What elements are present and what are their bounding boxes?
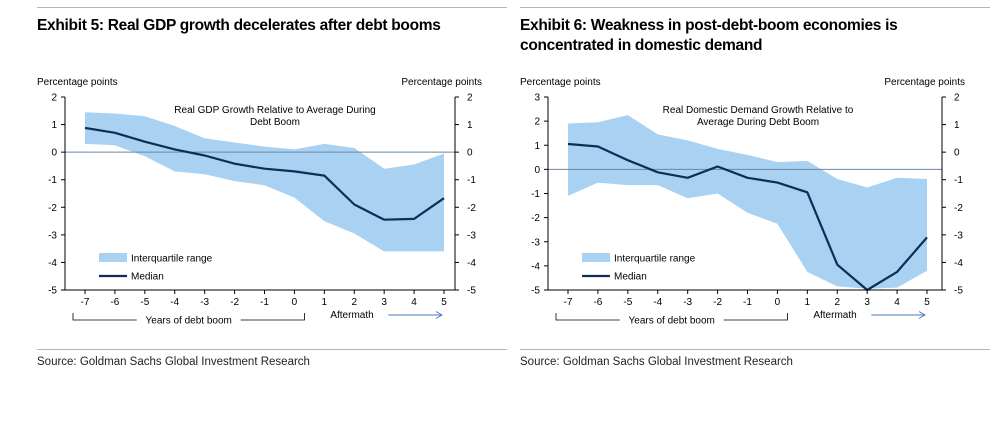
left-tick-label: -3	[531, 237, 540, 248]
left-tick-label: -3	[48, 230, 57, 241]
left-tick-label: -4	[48, 258, 57, 269]
top-rule	[37, 7, 507, 8]
exhibit-title: Exhibit 5: Real GDP growth decelerates a…	[37, 17, 441, 34]
interquartile-band	[85, 112, 444, 252]
right-tick-label: -1	[467, 175, 476, 186]
right-tick-label: -3	[467, 230, 476, 241]
legend-band-label: Interquartile range	[131, 254, 213, 265]
x-tick-label: -5	[140, 297, 149, 308]
left-tick-label: -4	[531, 261, 540, 272]
x-tick-label: -4	[653, 297, 662, 308]
x-tick-label: 2	[834, 297, 840, 308]
interquartile-band	[568, 115, 927, 289]
legend-band-label: Interquartile range	[614, 254, 696, 265]
legend-band-swatch	[99, 253, 127, 262]
x-tick-label: 5	[441, 297, 447, 308]
x-tick-label: 4	[411, 297, 417, 308]
right-tick-label: -5	[467, 286, 476, 297]
aftermath-label: Aftermath	[813, 310, 856, 321]
right-tick-label: -2	[954, 203, 963, 214]
median-line	[84, 126, 445, 221]
x-tick-label: -5	[623, 297, 632, 308]
boom-group-label: Years of debt boom	[146, 316, 232, 327]
left-tick-label: 2	[534, 117, 540, 128]
x-tick-label: 0	[775, 297, 781, 308]
left-tick-label: -1	[48, 175, 57, 186]
x-tick-label: -1	[743, 297, 752, 308]
right-tick-label: -2	[467, 203, 476, 214]
legend-band-swatch	[582, 253, 610, 262]
x-tick-label: -6	[110, 297, 119, 308]
x-tick-label: 4	[894, 297, 900, 308]
chart-title-line: Real Domestic Demand Growth Relative to	[663, 105, 854, 116]
x-tick-label: -1	[260, 297, 269, 308]
left-tick-label: 3	[534, 93, 540, 104]
left-tick-label: 0	[534, 165, 540, 176]
right-axis-title: Percentage points	[401, 77, 482, 88]
x-tick-label: -3	[200, 297, 209, 308]
exhibit-5-panel: Exhibit 5: Real GDP growth decelerates a…	[37, 0, 507, 425]
bottom-rule	[520, 349, 990, 350]
aftermath-arrowhead	[918, 311, 926, 319]
right-tick-label: -4	[467, 258, 476, 269]
gdp-growth-chart: Percentage points Percentage points 2 1 0 -1 -…	[37, 77, 482, 327]
chart-title-line: Average During Debt Boom	[697, 117, 819, 128]
left-tick-label: -1	[531, 189, 540, 200]
domestic-demand-chart: Percentage points Percentage points 3 2 1 0 -1…	[520, 77, 965, 327]
right-tick-label: 1	[467, 120, 473, 131]
left-tick-label: -5	[48, 286, 57, 297]
x-tick-label: -2	[713, 297, 722, 308]
left-tick-label: -5	[531, 286, 540, 297]
x-tick-label: -7	[81, 297, 90, 308]
boom-bracket-left	[555, 313, 620, 321]
boom-bracket-left	[72, 313, 137, 321]
boom-group-label: Years of debt boom	[629, 316, 715, 327]
aftermath-label: Aftermath	[330, 310, 373, 321]
x-tick-label: -2	[230, 297, 239, 308]
x-tick-label: -6	[593, 297, 602, 308]
right-tick-label: -4	[954, 258, 963, 269]
left-axis-title: Percentage points	[520, 77, 601, 88]
legend-median-label: Median	[614, 272, 647, 283]
left-tick-label: -2	[531, 213, 540, 224]
x-tick-label: 5	[924, 297, 930, 308]
legend-median-label: Median	[131, 272, 164, 283]
source-note: Source: Goldman Sachs Global Investment …	[37, 356, 310, 368]
source-note: Source: Goldman Sachs Global Investment …	[520, 356, 793, 368]
left-tick-label: 1	[534, 141, 540, 152]
x-tick-label: 3	[864, 297, 870, 308]
left-tick-label: 1	[51, 120, 57, 131]
right-tick-label: 1	[954, 120, 960, 131]
x-tick-label: 1	[805, 297, 811, 308]
right-tick-label: -5	[954, 286, 963, 297]
right-tick-label: 2	[954, 93, 960, 104]
exhibit-title: Exhibit 6: Weakness in post-debt-boom ec…	[520, 17, 898, 54]
right-axis-title: Percentage points	[884, 77, 965, 88]
x-tick-label: 2	[351, 297, 357, 308]
bottom-rule	[37, 349, 507, 350]
left-tick-label: 0	[51, 148, 57, 159]
x-tick-label: 3	[381, 297, 387, 308]
left-tick-label: -2	[48, 203, 57, 214]
boom-bracket-right	[240, 313, 305, 321]
x-tick-label: -4	[170, 297, 179, 308]
chart-title-line: Real GDP Growth Relative to Average Duri…	[174, 105, 375, 116]
x-tick-label: 1	[322, 297, 328, 308]
left-tick-label: 2	[51, 93, 57, 104]
x-tick-label: 0	[292, 297, 298, 308]
chart-title-line: Debt Boom	[250, 117, 300, 128]
aftermath-arrowhead	[435, 311, 443, 319]
right-tick-label: -3	[954, 230, 963, 241]
x-tick-label: -7	[564, 297, 573, 308]
left-axis-title: Percentage points	[37, 77, 118, 88]
right-tick-label: -1	[954, 175, 963, 186]
x-tick-label: -3	[683, 297, 692, 308]
top-rule	[520, 7, 990, 8]
right-tick-label: 0	[467, 148, 473, 159]
right-tick-label: 2	[467, 93, 473, 104]
exhibit-6-panel: Exhibit 6: Weakness in post-debt-boom ec…	[520, 0, 990, 425]
boom-bracket-right	[723, 313, 788, 321]
right-tick-label: 0	[954, 148, 960, 159]
